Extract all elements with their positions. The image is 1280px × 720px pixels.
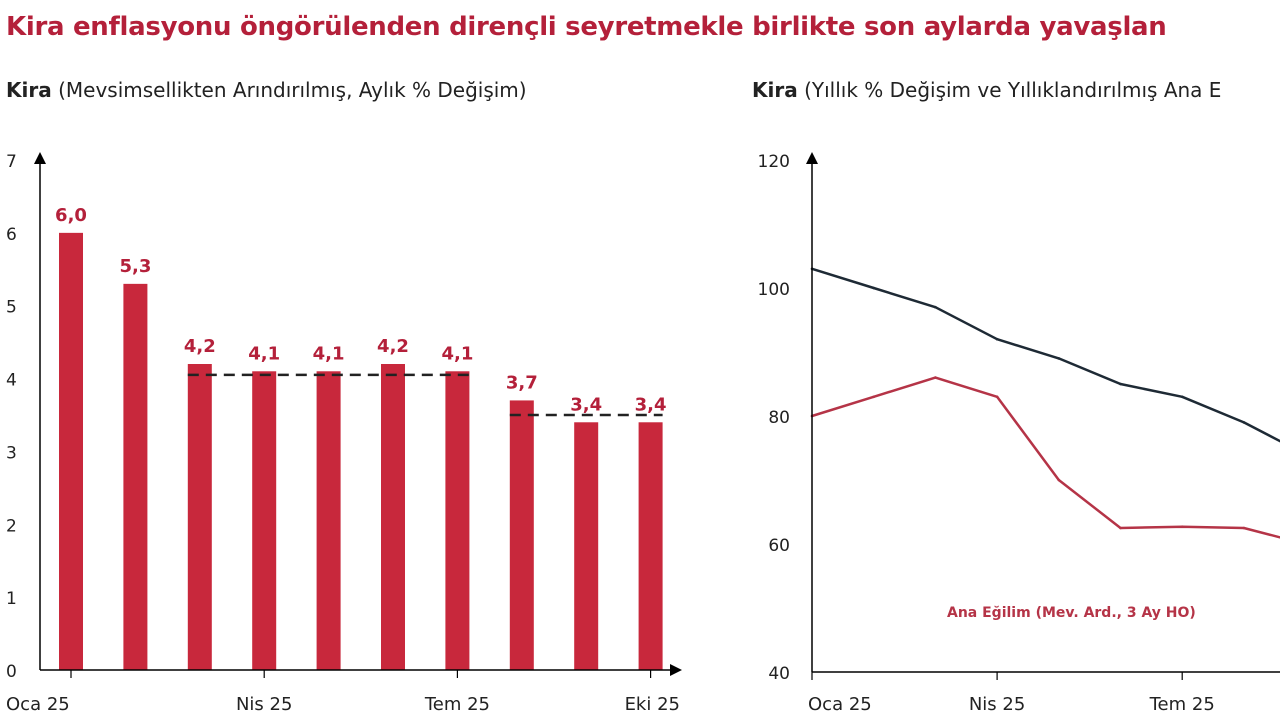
left-x-tick-label: Tem 25 bbox=[424, 694, 490, 715]
bar-data-label: 3,4 bbox=[570, 394, 602, 415]
headline: Kira enflasyonu öngörülenden dirençli se… bbox=[6, 12, 1167, 42]
bar bbox=[252, 371, 277, 670]
bar-data-label: 4,1 bbox=[248, 343, 280, 364]
trend-series-label: Ana Eğilim (Mev. Ard., 3 Ay HO) bbox=[947, 605, 1196, 621]
left-x-axis-arrow bbox=[670, 664, 682, 676]
left-x-tick-label: Oca 25 bbox=[6, 694, 70, 715]
left-y-tick-label: 6 bbox=[6, 225, 17, 245]
bar-data-label: 3,7 bbox=[506, 372, 538, 393]
left-x-tick-label: Nis 25 bbox=[236, 694, 292, 715]
bar-data-label: 6,0 bbox=[55, 205, 87, 226]
right-subtitle-rest: (Yıllık % Değişim ve Yıllıklandırılmış A… bbox=[797, 78, 1222, 102]
bar-data-label: 4,2 bbox=[184, 336, 216, 357]
line-point bbox=[1057, 357, 1061, 360]
line-point bbox=[1119, 382, 1122, 386]
left-y-tick-label: 0 bbox=[6, 662, 17, 682]
left-y-tick-label: 1 bbox=[6, 589, 17, 609]
line-point bbox=[995, 395, 999, 399]
right-y-tick-label: 40 bbox=[768, 664, 790, 684]
bar bbox=[381, 364, 405, 670]
bar-data-label: 5,3 bbox=[119, 256, 151, 277]
line-point bbox=[934, 376, 937, 379]
right-y-axis-arrow bbox=[806, 152, 818, 164]
left-y-tick-label: 5 bbox=[6, 298, 17, 318]
left-subtitle-rest: (Mevsimsellikten Arındırılmış, Aylık % D… bbox=[51, 78, 527, 102]
right-y-tick-label: 80 bbox=[768, 408, 790, 428]
right-subtitle-bold: Kira bbox=[752, 78, 798, 102]
right-y-tick-label: 100 bbox=[758, 280, 790, 300]
line-point bbox=[872, 395, 875, 399]
bar bbox=[123, 283, 148, 670]
right-x-tick-label: Nis 25 bbox=[969, 694, 1025, 715]
line-point bbox=[934, 305, 937, 309]
bar bbox=[638, 422, 663, 670]
bar bbox=[445, 371, 470, 670]
right-x-tick-label: Oca 25 bbox=[808, 694, 872, 715]
line-point bbox=[1119, 526, 1122, 530]
left-y-axis-arrow bbox=[34, 152, 46, 164]
line-point bbox=[1057, 478, 1061, 482]
line-point bbox=[1242, 421, 1246, 424]
left-y-tick-label: 4 bbox=[6, 371, 17, 391]
bar bbox=[316, 371, 341, 670]
bar bbox=[574, 422, 599, 670]
right-y-tick-label: 60 bbox=[768, 536, 790, 556]
line-point bbox=[1242, 526, 1246, 530]
left-chart-subtitle: Kira (Mevsimsellikten Arındırılmış, Aylı… bbox=[6, 78, 527, 102]
line-point bbox=[1180, 525, 1184, 529]
bar-data-label: 4,1 bbox=[441, 343, 473, 364]
bar bbox=[59, 232, 83, 670]
trend-line bbox=[811, 376, 1280, 539]
line-point bbox=[1180, 395, 1184, 399]
left-y-tick-label: 3 bbox=[6, 443, 17, 463]
right-chart-subtitle: Kira (Yıllık % Değişim ve Yıllıklandırıl… bbox=[752, 78, 1221, 102]
line-point bbox=[872, 286, 875, 290]
left-x-tick-label: Eki 25 bbox=[625, 694, 680, 715]
right-x-tick-label: Tem 25 bbox=[1149, 694, 1215, 715]
bar bbox=[509, 400, 534, 670]
bar-data-label: 4,2 bbox=[377, 336, 409, 357]
bar-data-label: 4,1 bbox=[313, 343, 345, 364]
bar bbox=[187, 364, 212, 670]
left-subtitle-bold: Kira bbox=[6, 78, 52, 102]
left-y-tick-label: 7 bbox=[6, 152, 17, 172]
line-point bbox=[995, 337, 999, 341]
left-y-tick-label: 2 bbox=[6, 516, 17, 536]
bar-data-label: 3,4 bbox=[635, 394, 667, 415]
annual-change-line bbox=[811, 267, 1280, 443]
right-y-tick-label: 120 bbox=[758, 152, 790, 172]
